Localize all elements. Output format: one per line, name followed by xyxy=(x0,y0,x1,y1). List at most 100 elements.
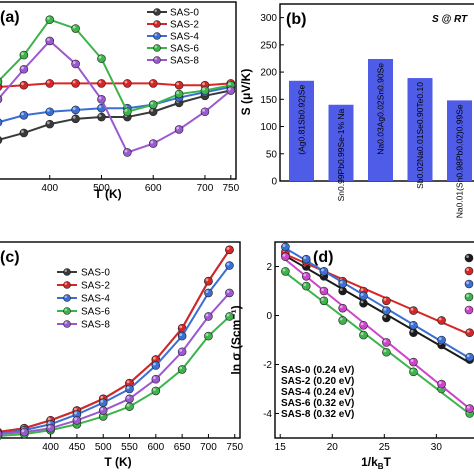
panel-a-legend-marker-3-highlight xyxy=(154,45,157,49)
panel-c-point-1-4-highlight xyxy=(100,396,104,399)
panel-a-legend-label-3: SAS-6 xyxy=(170,44,199,55)
panel-d-point-2-8-highlight xyxy=(466,354,470,358)
panel-d-y-tick-label-0: -4 xyxy=(263,409,272,420)
panel-a-legend-marker-0-fill xyxy=(153,8,161,16)
panel-a-point-3-2 xyxy=(45,15,55,25)
panel-c-x-ticks: 400 450 500 550 600 650 700 750 xyxy=(42,434,244,453)
panel-a-point-3-4-fill xyxy=(97,54,106,63)
panel-b: (b) S @ RT 0 50 100 150 200 250 300 S (μV/K) (… xyxy=(239,3,474,218)
panel-d-legend-marker-1-highlight xyxy=(466,268,469,271)
panel-a-point-4-5-highlight xyxy=(124,149,128,153)
panel-d-point-0-6-fill xyxy=(409,328,418,337)
panel-a-legend-marker-0 xyxy=(153,8,161,16)
panel-d-frame xyxy=(274,241,474,439)
panel-c-point-2-9-highlight xyxy=(226,262,230,266)
panel-a-point-4-5 xyxy=(123,148,132,157)
panel-c-point-4-9-fill xyxy=(225,288,234,298)
panel-a-point-4-6-highlight xyxy=(150,140,154,144)
panel-a-point-1-3-fill xyxy=(71,79,80,88)
panel-d-point-0-3-highlight xyxy=(339,288,343,291)
panel-c-point-4-4-highlight xyxy=(100,407,104,411)
panel-d-point-4-1 xyxy=(301,271,311,281)
panel-a-point-4-2-highlight xyxy=(46,38,50,41)
panel-b-label: (b) xyxy=(286,11,306,28)
panel-c-legend-label-0: SAS-0 xyxy=(81,268,110,279)
panel-a-point-1-6-highlight xyxy=(150,80,154,84)
panel-d-legend-marker-0-highlight xyxy=(466,255,469,258)
panel-d-point-4-6-fill xyxy=(409,357,418,367)
panel-c-legend-marker-0-highlight xyxy=(64,269,67,272)
panel-a-point-1-5 xyxy=(123,79,132,88)
panel-a-series-line-0 xyxy=(0,89,232,141)
panel-d-point-3-3-fill xyxy=(338,316,347,325)
panel-c-point-4-7-highlight xyxy=(179,348,183,352)
panel-d-point-4-0-fill xyxy=(281,252,290,262)
panel-d-y-tick-label-1: -2 xyxy=(263,360,272,371)
panel-d-x-tick-label-0: 15 xyxy=(275,442,287,453)
panel-c-legend-label-1: SAS-2 xyxy=(81,281,110,292)
panel-c-point-2-2-highlight xyxy=(47,421,51,425)
panel-d-legend-label-1: SAS-2 (0.20 eV) xyxy=(281,376,354,387)
panel-d-point-3-6-fill xyxy=(409,367,418,377)
panel-a-point-2-2-highlight xyxy=(46,108,50,112)
panel-a-point-4-8 xyxy=(200,107,210,117)
panel-d-point-1-7 xyxy=(437,316,446,325)
panel-a-point-4-2-fill xyxy=(45,36,55,46)
panel-d-point-2-6-highlight xyxy=(410,322,414,326)
panel-c-point-4-8-fill xyxy=(204,312,213,321)
panel-d-x-ticks: 15 20 25 30 xyxy=(275,434,442,453)
panel-d-point-2-2-highlight xyxy=(321,268,324,272)
panel-a-point-4-3-fill xyxy=(71,59,80,69)
panel-b-y-label: S (μV/K) xyxy=(239,69,253,116)
panel-d-point-2-6-fill xyxy=(409,320,418,330)
panel-c-point-2-7 xyxy=(177,331,187,341)
panel-c-point-4-1 xyxy=(20,427,29,437)
panel-d-legend-marker-3-fill xyxy=(464,292,474,302)
panel-c-legend-marker-4-highlight xyxy=(64,321,67,324)
panel-a-point-4-4-fill xyxy=(97,95,106,104)
panel-c-point-4-4 xyxy=(98,406,108,415)
panel-c-point-3-5-highlight xyxy=(126,403,130,407)
panel-a-point-4-6 xyxy=(148,139,158,148)
panel-a-point-3-1 xyxy=(19,50,29,60)
panel-c-point-1-8-highlight xyxy=(205,278,209,282)
panel-c-series-line-4 xyxy=(0,292,231,435)
panel-d-point-4-1-highlight xyxy=(303,273,307,277)
panel-a-point-3-8-highlight xyxy=(202,87,205,91)
panel-a-point-0-6 xyxy=(148,107,158,117)
panel-c-point-4-3-highlight xyxy=(74,417,77,421)
panel-d-legend-marker-0-fill xyxy=(464,253,474,263)
panel-b-bar-label-1: Sn0.99Pb0.99Se-1% Na xyxy=(336,108,346,201)
panel-a-series-line-2 xyxy=(0,85,232,123)
panel-a-point-0-2-highlight xyxy=(46,121,50,125)
panel-a-point-2-2 xyxy=(45,107,55,117)
panel-d-legend-label-0: SAS-0 (0.24 eV) xyxy=(281,365,354,376)
panel-c-x-tick-label-5: 650 xyxy=(174,442,191,453)
panel-b-bar-label-3: Sb0.02Na0.01Se0.90Te0.10 xyxy=(415,82,425,189)
panel-a-point-2-3-fill xyxy=(71,105,80,115)
panel-c-legend-marker-3 xyxy=(63,307,71,315)
panel-a-point-2-3 xyxy=(71,105,80,115)
panel-c-point-4-1-highlight xyxy=(21,429,25,433)
panel-a-point-1-7 xyxy=(174,80,184,90)
panel-c-point-4-2-highlight xyxy=(47,425,51,429)
panel-c-x-tick-label-0: 400 xyxy=(42,442,59,453)
panel-c-point-4-6-highlight xyxy=(153,376,156,380)
panel-d-point-2-2-fill xyxy=(319,267,329,276)
panel-a-point-1-2 xyxy=(45,79,55,88)
panel-a-point-3-7-fill xyxy=(174,89,184,99)
panel-a-point-4-7 xyxy=(174,125,184,134)
panel-a-point-1-2-fill xyxy=(45,79,55,88)
panel-c-point-3-9 xyxy=(225,312,234,321)
panel-d-point-0-4-fill xyxy=(359,298,368,308)
panel-c-frame xyxy=(0,241,241,439)
panel-d-point-2-1-fill xyxy=(301,254,311,264)
panel-c-x-tick-label-3: 550 xyxy=(121,442,138,453)
panel-c-point-1-5-highlight xyxy=(126,380,130,384)
panel-d-point-4-7 xyxy=(437,379,446,389)
panel-a-x-tick-label-0: 500 xyxy=(93,183,110,194)
panel-a-plot xyxy=(0,15,236,157)
panel-a-legend-label-4: SAS-8 xyxy=(170,56,199,67)
panel-d-legend-marker-4 xyxy=(464,305,474,315)
